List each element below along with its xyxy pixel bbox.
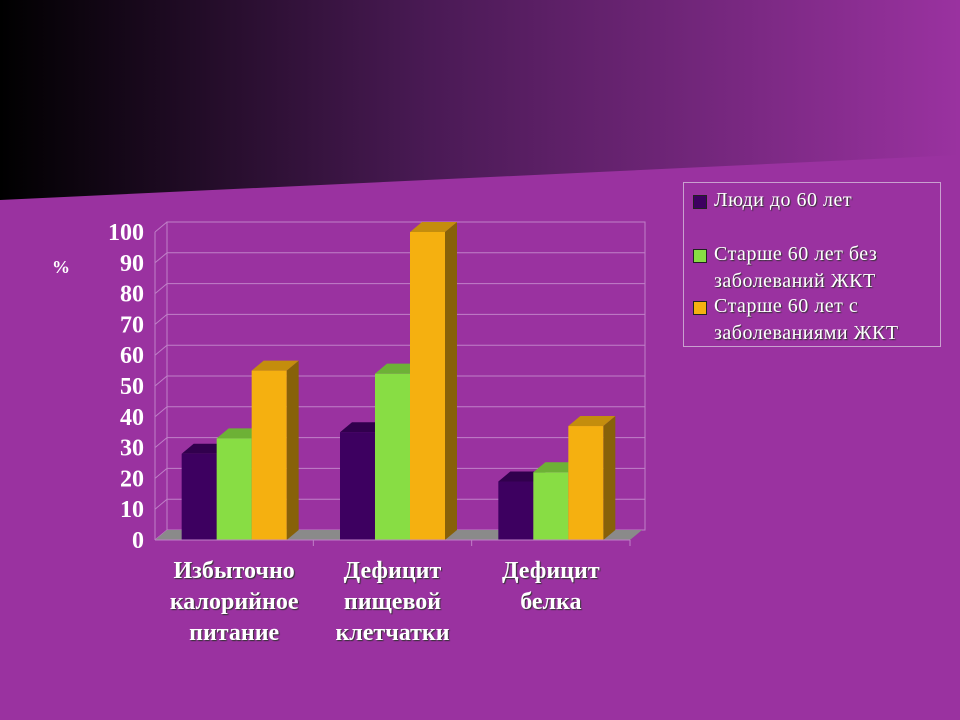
bar-side bbox=[603, 416, 616, 540]
legend: Люди до 60 лет Старше 60 лет без заболева… bbox=[683, 182, 941, 347]
bar bbox=[375, 373, 410, 540]
bar bbox=[568, 426, 604, 540]
bar bbox=[533, 472, 569, 540]
bar-side bbox=[286, 360, 299, 540]
x-tick-label: Дефицит пищевой клетчатки bbox=[335, 558, 450, 646]
y-tick-label: 40 bbox=[120, 405, 144, 431]
grid-line-side bbox=[154, 437, 168, 448]
grid-line-side bbox=[154, 283, 168, 294]
y-tick-label: 100 bbox=[108, 220, 144, 246]
bar-top bbox=[251, 360, 299, 371]
bar bbox=[340, 432, 375, 540]
bar-top bbox=[568, 416, 616, 427]
legend-label: Старше 60 лет с заболеваниями ЖКТ bbox=[714, 295, 899, 344]
legend-label: Люди до 60 лет bbox=[714, 189, 853, 211]
header-band bbox=[0, 0, 960, 200]
y-tick-label: 20 bbox=[120, 466, 144, 492]
bar bbox=[216, 438, 252, 540]
grid-line-side bbox=[154, 221, 168, 233]
y-axis-label: % bbox=[52, 257, 70, 277]
legend-swatch bbox=[693, 301, 707, 315]
y-tick-label: 90 bbox=[120, 251, 144, 277]
y-tick-label: 70 bbox=[120, 312, 144, 338]
grid-line-side bbox=[154, 344, 168, 356]
x-tick-label: Избыточно калорийное питание bbox=[169, 558, 299, 646]
bar bbox=[181, 453, 217, 540]
grid-line-side bbox=[154, 406, 168, 418]
bar bbox=[410, 232, 445, 540]
bar bbox=[251, 370, 287, 540]
grid-line-side bbox=[154, 375, 168, 387]
y-tick-label: 50 bbox=[120, 374, 144, 400]
grid-line-side bbox=[154, 252, 168, 264]
x-tick-label: Дефицит белка bbox=[502, 558, 600, 615]
grid-line-side bbox=[154, 468, 168, 479]
bar-top bbox=[410, 222, 457, 232]
bar-side bbox=[445, 222, 457, 540]
y-tick-label: 80 bbox=[120, 282, 144, 308]
legend-swatch bbox=[693, 195, 707, 209]
bar bbox=[498, 481, 534, 540]
y-tick-label: 10 bbox=[120, 497, 144, 523]
grid-line-side bbox=[154, 314, 168, 325]
y-tick-label: 60 bbox=[120, 343, 144, 369]
y-tick-label: 0 bbox=[132, 528, 144, 554]
legend-swatch bbox=[693, 249, 707, 263]
grid-line-side bbox=[154, 498, 168, 510]
y-tick-label: 30 bbox=[120, 436, 144, 462]
legend-label: Старше 60 лет без заболеваний ЖКТ bbox=[714, 243, 878, 292]
